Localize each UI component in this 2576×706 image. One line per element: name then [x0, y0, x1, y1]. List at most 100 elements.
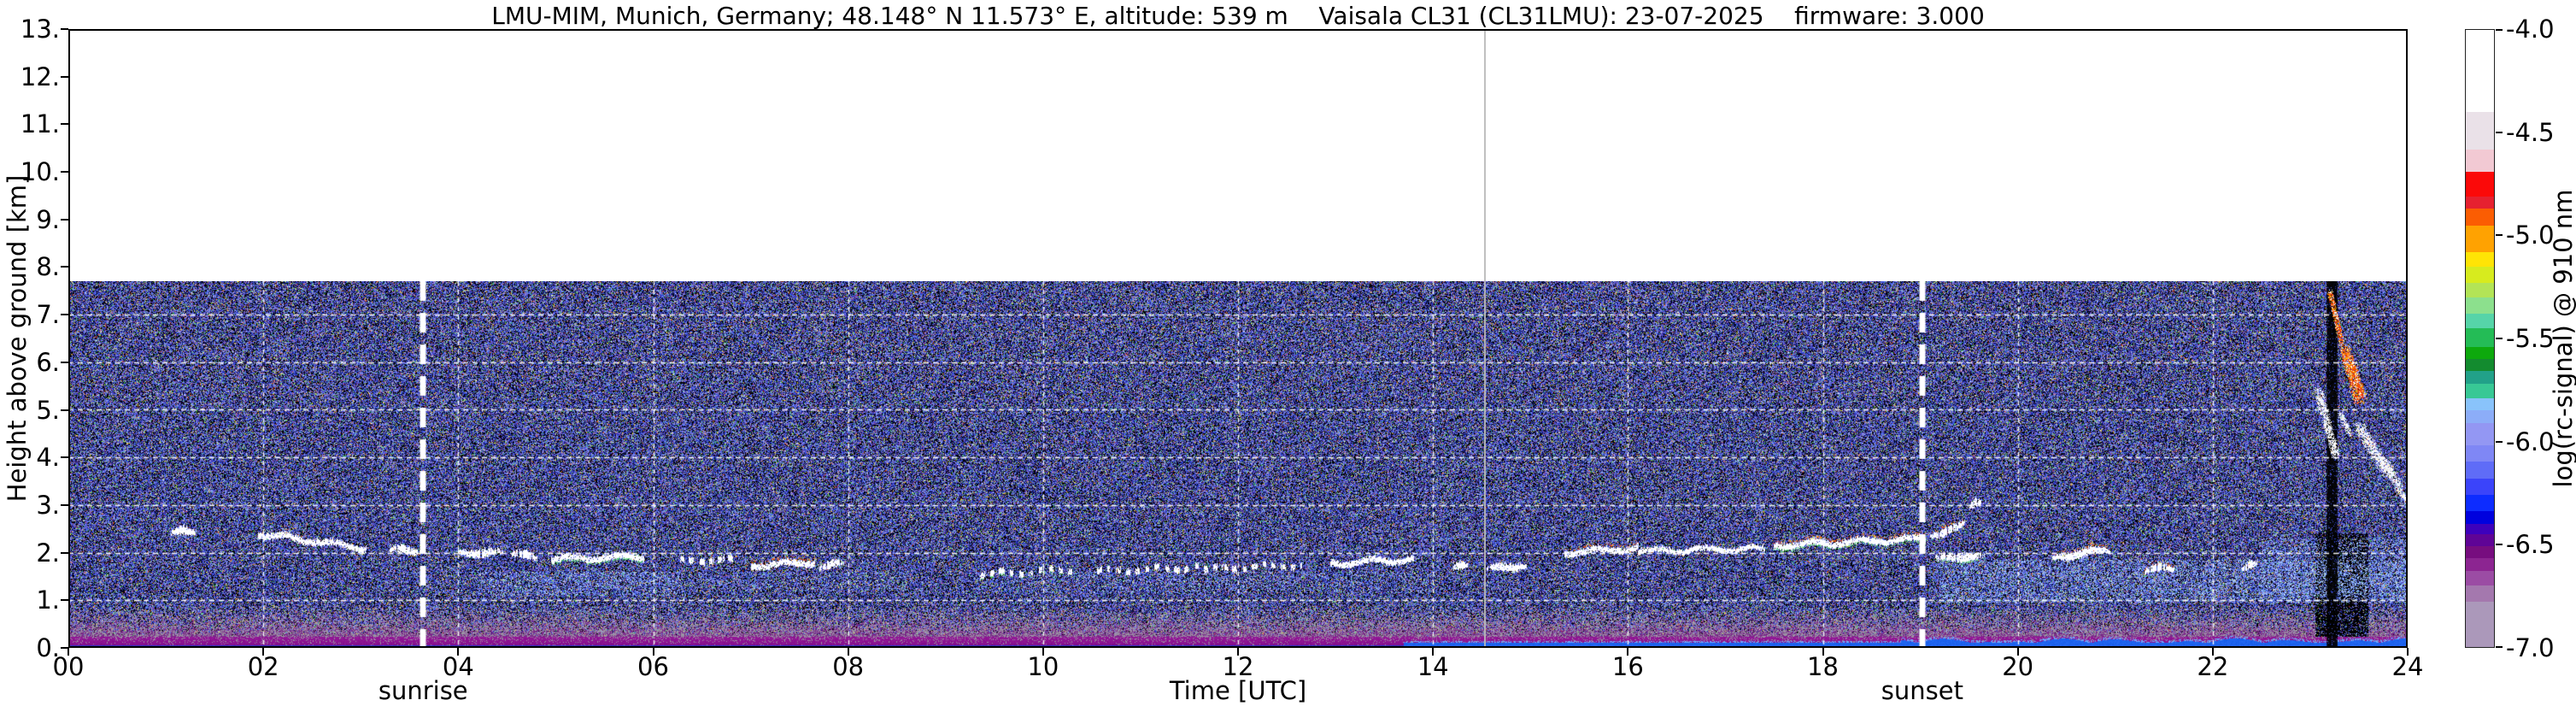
colorbar-segment [2466, 346, 2494, 360]
y-tick-label: 4. [36, 443, 60, 473]
colorbar-segment [2466, 478, 2494, 495]
x-tick-label: 18 [1807, 652, 1839, 681]
y-tick [61, 123, 68, 126]
sunrise-label: sunrise [378, 676, 468, 705]
y-tick-label: 6. [36, 347, 60, 377]
colorbar-tick-label: -7.0 [2506, 633, 2555, 662]
y-tick [61, 647, 68, 649]
x-tick [262, 648, 265, 656]
y-tick-label: 8. [36, 252, 60, 282]
sunset-label: sunset [1881, 676, 1963, 705]
y-tick [61, 28, 68, 30]
x-tick [1432, 648, 1435, 656]
colorbar-tick [2496, 544, 2503, 546]
colorbar-segment [2466, 251, 2494, 267]
x-tick-label: 22 [2197, 652, 2229, 681]
y-tick-label: 13. [20, 15, 60, 44]
colorbar-segment [2466, 601, 2494, 647]
colorbar-segment [2466, 149, 2494, 173]
colorbar-tick [2496, 234, 2503, 237]
y-tick [61, 456, 68, 459]
x-tick-label: 08 [832, 652, 865, 681]
colorbar-tick [2496, 440, 2503, 443]
colorbar-segment [2466, 585, 2494, 602]
colorbar-segment [2466, 314, 2494, 328]
x-tick-label: 04 [442, 652, 474, 681]
colorbar-segment [2466, 545, 2494, 559]
colorbar-segment [2466, 112, 2494, 150]
colorbar-segment [2466, 297, 2494, 315]
y-tick-label: 11. [20, 109, 60, 139]
colorbar-segment [2466, 209, 2494, 226]
axis-spine-bottom [68, 646, 2408, 648]
colorbar-segment [2466, 422, 2494, 446]
colorbar-segment [2466, 558, 2494, 571]
colorbar-segment [2466, 494, 2494, 512]
x-tick [2211, 648, 2214, 656]
colorbar-segment [2466, 266, 2494, 283]
colorbar-segment [2466, 383, 2494, 398]
x-tick-label: 16 [1611, 652, 1644, 681]
colorbar-segment [2466, 462, 2494, 479]
x-tick [1042, 648, 1044, 656]
colorbar-tick [2496, 338, 2503, 339]
backscatter-heatmap [68, 281, 2408, 648]
colorbar-segment [2466, 523, 2494, 534]
colorbar-segment [2466, 196, 2494, 209]
y-tick [61, 599, 68, 602]
y-tick-label: 0. [36, 633, 60, 662]
colorbar-tick-label: -6.0 [2506, 427, 2555, 456]
plot-title: LMU-MIM, Munich, Germany; 48.148° N 11.5… [491, 2, 1985, 30]
y-tick-label: 9. [36, 204, 60, 234]
x-tick [847, 648, 849, 656]
artifact-line [1483, 29, 1486, 648]
colorbar-tick-label: -5.0 [2506, 221, 2555, 250]
colorbar-segment [2466, 410, 2494, 423]
x-axis-label: Time [UTC] [1169, 676, 1307, 705]
x-tick [457, 648, 460, 656]
y-tick [61, 218, 68, 221]
colorbar-segment [2466, 397, 2494, 411]
x-tick-label: 12 [1222, 652, 1254, 681]
y-tick-label: 7. [36, 300, 60, 330]
colorbar-segment [2466, 30, 2494, 113]
y-tick-label: 5. [36, 395, 60, 425]
colorbar [2465, 29, 2495, 648]
y-tick-label: 2. [36, 538, 60, 568]
colorbar-tick-label: -5.5 [2506, 324, 2555, 353]
x-tick [2407, 648, 2409, 656]
x-tick-label: 10 [1027, 652, 1059, 681]
colorbar-tick [2496, 646, 2503, 648]
colorbar-label: log(rc-signal) @ 910 nm [2549, 189, 2576, 488]
axis-spine-left [68, 29, 70, 648]
colorbar-segment [2466, 511, 2494, 524]
colorbar-segment [2466, 327, 2494, 347]
colorbar-tick [2496, 131, 2503, 133]
colorbar-segment [2466, 371, 2494, 384]
colorbar-segment [2466, 533, 2494, 546]
colorbar-segment [2466, 172, 2494, 197]
y-tick [61, 266, 68, 268]
x-tick-label: 14 [1417, 652, 1449, 681]
y-tick [61, 551, 68, 554]
y-tick [61, 171, 68, 174]
x-tick-label: 24 [2391, 652, 2424, 681]
x-tick-label: 20 [2002, 652, 2034, 681]
y-tick-label: 10. [20, 157, 60, 187]
x-tick [1237, 648, 1239, 656]
colorbar-tick-label: -4.0 [2506, 15, 2555, 44]
x-tick [1822, 648, 1824, 656]
y-tick [61, 503, 68, 506]
x-tick-label: 06 [637, 652, 669, 681]
y-tick [61, 75, 68, 78]
y-tick-label: 1. [36, 585, 60, 615]
x-tick [1627, 648, 1629, 656]
colorbar-segment [2466, 359, 2494, 372]
y-tick [61, 361, 68, 363]
colorbar-tick-label: -4.5 [2506, 117, 2555, 147]
y-tick-label: 3. [36, 490, 60, 520]
y-tick-label: 12. [20, 62, 60, 91]
colorbar-segment [2466, 570, 2494, 585]
x-tick [652, 648, 654, 656]
